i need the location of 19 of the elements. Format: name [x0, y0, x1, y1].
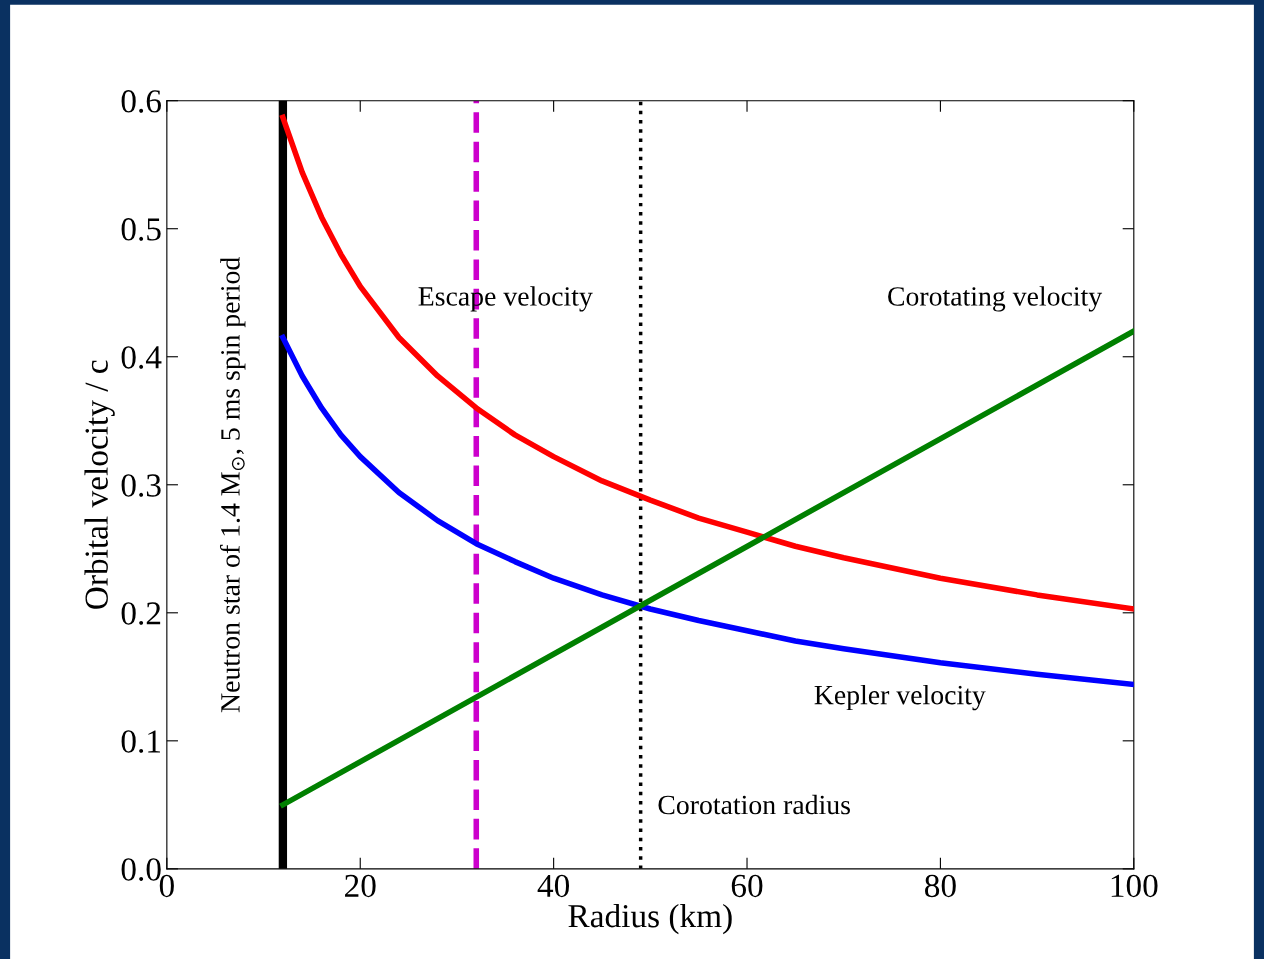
y-axis-title: Orbital velocity / c [84, 360, 115, 609]
x-tick-label: 60 [731, 874, 763, 898]
ref-line-label: Corotation radius [658, 794, 850, 815]
x-tick-label: 20 [345, 874, 376, 898]
y-tick-label: 0.4 [121, 346, 162, 369]
y-tick-label: 0.5 [121, 218, 161, 241]
x-tick-label: 80 [925, 874, 956, 898]
y-tick-label: 0.6 [121, 90, 161, 113]
y-tick-label: 0.0 [121, 858, 161, 881]
y-tick-label: 0.2 [121, 602, 161, 625]
x-tick-label: 100 [1111, 874, 1158, 898]
series-label: Corotating velocity [888, 286, 1103, 312]
y-tick-label: 0.1 [121, 730, 160, 753]
y-tick-label: 0.3 [121, 474, 161, 497]
x-tick-label: 0 [159, 874, 174, 898]
x-tick-label: 40 [537, 874, 570, 898]
series-label: Kepler velocity [814, 684, 986, 711]
x-axis-title: Radius (km) [568, 903, 732, 935]
ref-line-label: Neutron star of 1.4 M$_{⊙}$, 5 ms spin period [219, 257, 246, 713]
